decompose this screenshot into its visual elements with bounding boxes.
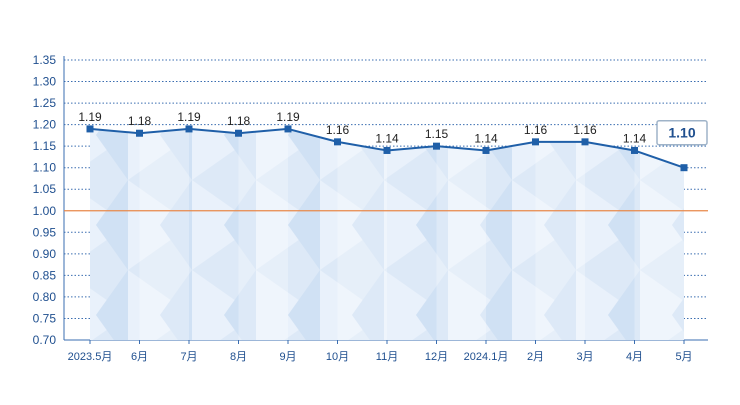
y-axis-ticks: 0.70 0.75 0.80 0.85 0.90 0.95 1.00 1.05 1.10 1.15… <box>33 53 57 347</box>
y-tick-label: 1.25 <box>33 96 57 110</box>
x-tick-label: 5月 <box>675 351 692 363</box>
series-line-layer <box>86 125 688 172</box>
y-tick-label: 1.05 <box>33 182 57 196</box>
data-point <box>185 125 193 133</box>
x-tick-label: 4月 <box>626 351 643 363</box>
data-label: 1.16 <box>524 123 548 137</box>
y-tick-label: 0.85 <box>33 268 57 282</box>
data-labels: 1.19 1.18 1.19 1.18 1.19 1.16 1.14 1.15 1.14 1.16… <box>78 110 646 146</box>
data-point <box>284 125 292 133</box>
data-point <box>581 138 589 146</box>
data-label: 1.19 <box>276 110 300 124</box>
data-point <box>334 138 341 146</box>
y-tick-label: 1.20 <box>33 118 57 132</box>
x-tick-label: 6月 <box>131 351 148 363</box>
highlight-box <box>656 119 708 146</box>
area-layer <box>90 128 684 340</box>
data-point <box>680 164 688 172</box>
x-tick-label: 8月 <box>230 351 247 363</box>
x-tick-label: 7月 <box>180 351 197 363</box>
y-tick-label: 1.30 <box>33 75 57 89</box>
x-tick-label: 2023.5月 <box>68 351 113 363</box>
x-tick-label: 2月 <box>527 351 544 363</box>
y-tick-label: 0.95 <box>33 225 57 239</box>
y-tick-label: 0.75 <box>33 311 57 325</box>
x-axis-ticks: 2023.5月 6月 7月 8月 9月 10月 11月 12月 2024.1月 2月 3月 4月 5月 <box>68 340 693 363</box>
y-tick-label: 0.90 <box>33 247 57 261</box>
data-label: 1.14 <box>474 131 498 145</box>
x-tick-label: 11月 <box>376 351 398 363</box>
data-point <box>433 142 440 150</box>
x-tick-label: 2024.1月 <box>464 351 509 363</box>
y-tick-label: 1.00 <box>33 204 57 218</box>
area-band <box>634 150 684 340</box>
data-point <box>136 129 143 137</box>
x-tick-label: 10月 <box>326 351 349 363</box>
data-label: 1.15 <box>425 127 449 141</box>
data-label: 1.19 <box>177 110 201 124</box>
x-tick-label: 12月 <box>425 351 448 363</box>
data-point <box>86 125 94 133</box>
area-band <box>337 141 387 340</box>
data-label: 1.18 <box>227 114 251 128</box>
data-label: 1.18 <box>128 114 152 128</box>
highlight-callout: 1.10 <box>656 119 708 146</box>
area-band <box>139 128 189 340</box>
data-point <box>482 146 490 154</box>
x-tick-label: 9月 <box>279 351 296 363</box>
data-label: 1.19 <box>78 110 102 124</box>
data-label: 1.14 <box>623 131 647 145</box>
y-tick-label: 1.15 <box>33 139 57 153</box>
data-point <box>383 146 391 154</box>
highlight-value: 1.10 <box>668 125 695 141</box>
y-tick-label: 0.70 <box>33 333 57 347</box>
area-band <box>535 141 585 340</box>
data-point <box>631 146 638 154</box>
data-label: 1.16 <box>573 123 597 137</box>
data-label: 1.16 <box>326 123 350 137</box>
x-tick-label: 3月 <box>576 351 593 363</box>
data-point <box>235 129 242 137</box>
y-tick-label: 1.35 <box>33 53 57 67</box>
y-tick-label: 0.80 <box>33 290 57 304</box>
area-band <box>238 128 288 340</box>
data-point <box>532 138 539 146</box>
data-label: 1.14 <box>375 131 399 145</box>
area-fill <box>90 128 684 340</box>
y-tick-label: 1.10 <box>33 161 57 175</box>
area-band <box>436 146 486 340</box>
